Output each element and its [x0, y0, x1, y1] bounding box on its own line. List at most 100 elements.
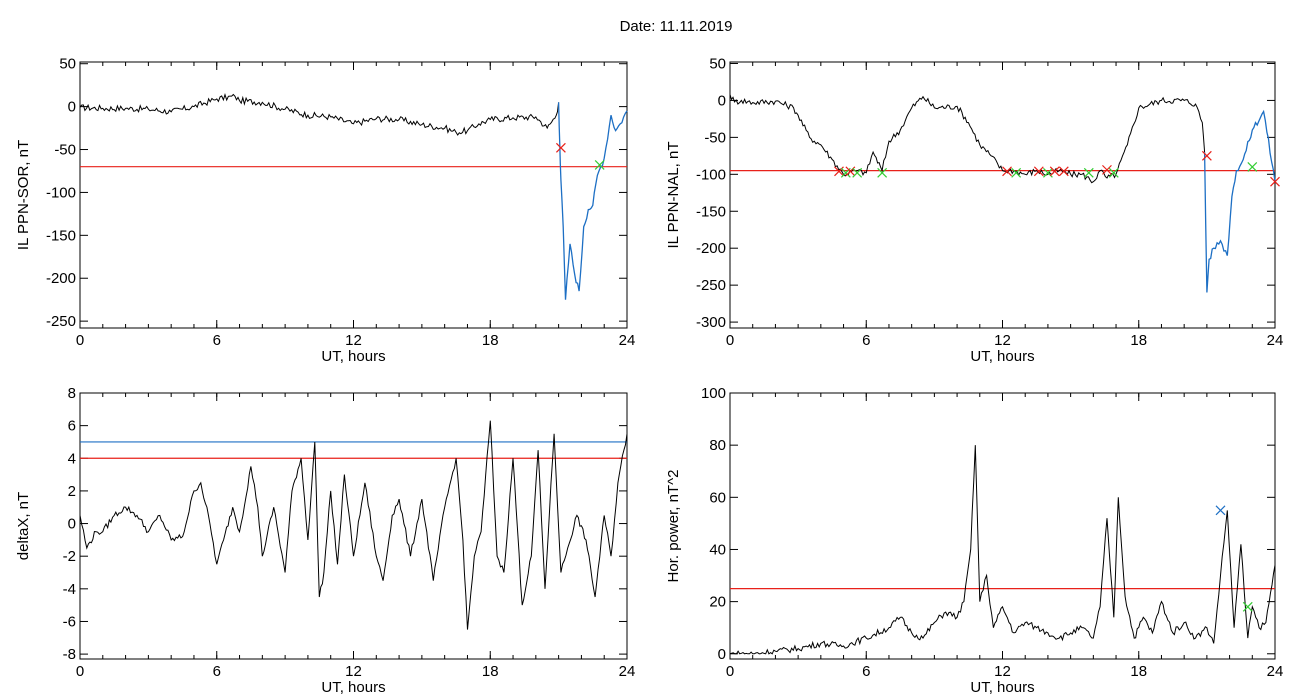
marker-stroke	[1247, 161, 1258, 172]
series-line	[729, 445, 1276, 655]
y-tick-label: -4	[63, 581, 76, 598]
x-tick-label: 0	[76, 332, 84, 349]
x-tick-label: 12	[994, 332, 1011, 349]
plot-frame	[729, 392, 1276, 660]
marker-stroke	[1002, 166, 1012, 177]
y-tick-label: -150	[46, 227, 76, 244]
y-tick-label: -250	[696, 277, 726, 294]
y-tick-label: -200	[46, 270, 76, 287]
x-tick-label: 18	[1130, 332, 1147, 349]
y-tick-label: -50	[54, 142, 76, 159]
x-tick-label: 6	[213, 332, 221, 349]
marker-green	[852, 167, 863, 178]
marker-red	[1102, 164, 1112, 175]
y-axis-label: Hor. power, nT^2	[665, 470, 682, 583]
y-tick-label: -50	[704, 129, 726, 146]
y-tick-label: 50	[709, 55, 726, 72]
marker-stroke	[1201, 150, 1212, 161]
marker-stroke	[1102, 164, 1112, 175]
y-tick-label: 4	[68, 450, 76, 467]
y-axis-label: IL PPN-SOR, nT	[15, 140, 32, 250]
y-tick-label: 40	[709, 541, 726, 558]
chart-nal: 0 6 12 18 24 50 0 -50 -100 -150 -200 -250 -300 UT, ho…	[665, 55, 1283, 365]
marker-green	[1247, 161, 1258, 172]
y-tick-label: 50	[59, 56, 76, 73]
series-line	[729, 94, 1206, 184]
marker-green	[1011, 167, 1022, 178]
plot-frame	[729, 61, 1276, 329]
y-tick-label: -100	[46, 184, 76, 201]
plot-frame	[79, 392, 628, 660]
x-tick-label: 18	[482, 663, 499, 680]
marker-stroke	[1215, 505, 1226, 516]
marker-stroke	[877, 167, 888, 178]
y-tick-label: -150	[696, 203, 726, 220]
page-title: Date: 11.11.2019	[619, 18, 733, 35]
y-tick-label: 0	[718, 92, 726, 109]
marker-blue	[1215, 505, 1226, 516]
x-axis-label: UT, hours	[321, 679, 385, 696]
x-tick-label: 24	[619, 663, 636, 680]
marker-red	[1270, 176, 1280, 187]
marker-green	[1042, 167, 1053, 178]
marker-stroke	[852, 167, 863, 178]
marker-red	[1049, 166, 1060, 177]
x-tick-label: 24	[619, 332, 636, 349]
marker-stroke	[1083, 167, 1094, 178]
series-line-highlight	[1203, 109, 1276, 293]
x-tick-label: 12	[994, 663, 1011, 680]
marker-red	[1058, 166, 1069, 177]
y-tick-label: 20	[709, 594, 726, 611]
x-tick-label: 12	[345, 332, 362, 349]
marker-green	[1108, 167, 1119, 178]
y-tick-label: 0	[68, 99, 76, 116]
marker-stroke	[1242, 601, 1253, 612]
series-line	[79, 420, 628, 630]
marker-green	[1083, 167, 1094, 178]
x-tick-label: 12	[345, 663, 362, 680]
x-tick-label: 6	[862, 332, 870, 349]
y-tick-label: 6	[68, 418, 76, 435]
series-line	[79, 93, 560, 136]
marker-red	[1201, 150, 1212, 161]
x-tick-label: 18	[482, 332, 499, 349]
marker-red	[1033, 166, 1044, 177]
x-axis-label: UT, hours	[970, 348, 1034, 365]
y-tick-label: -300	[696, 314, 726, 331]
y-tick-label: -200	[696, 240, 726, 257]
x-tick-label: 6	[862, 663, 870, 680]
marker-stroke	[555, 142, 566, 153]
x-tick-label: 6	[213, 663, 221, 680]
marker-red	[555, 142, 566, 153]
marker-stroke	[1033, 166, 1044, 177]
marker-stroke	[1049, 166, 1060, 177]
chart-sor: 0 6 12 18 24 50 0 -50 -100 -150 -200 -250 UT, hours I…	[15, 56, 635, 365]
y-tick-label: 8	[68, 385, 76, 402]
x-tick-label: 0	[726, 332, 734, 349]
y-tick-label: 80	[709, 437, 726, 454]
marker-green	[877, 167, 888, 178]
y-tick-label: 0	[68, 516, 76, 533]
y-tick-label: -100	[696, 166, 726, 183]
marker-stroke	[1042, 167, 1053, 178]
y-tick-label: 100	[701, 385, 726, 402]
x-tick-label: 0	[726, 663, 734, 680]
y-tick-label: -6	[63, 613, 76, 630]
y-tick-label: -2	[63, 548, 76, 565]
y-tick-label: -8	[63, 646, 76, 663]
marker-green	[1242, 601, 1253, 612]
y-tick-label: -250	[46, 313, 76, 330]
chart-deltax: 0 6 12 18 24 8 6 4 2 0 -2 -4 -6 -8 UT, hours deltaX, nT	[15, 385, 635, 696]
x-tick-label: 24	[1267, 663, 1284, 680]
x-tick-label: 0	[76, 663, 84, 680]
y-tick-label: 0	[718, 646, 726, 663]
x-axis-label: UT, hours	[970, 679, 1034, 696]
marker-stroke	[1270, 176, 1280, 187]
marker-stroke	[1108, 167, 1119, 178]
x-axis-label: UT, hours	[321, 348, 385, 365]
x-tick-label: 24	[1267, 332, 1284, 349]
marker-stroke	[1011, 167, 1022, 178]
plot-frame	[79, 61, 628, 329]
y-tick-label: 2	[68, 483, 76, 500]
